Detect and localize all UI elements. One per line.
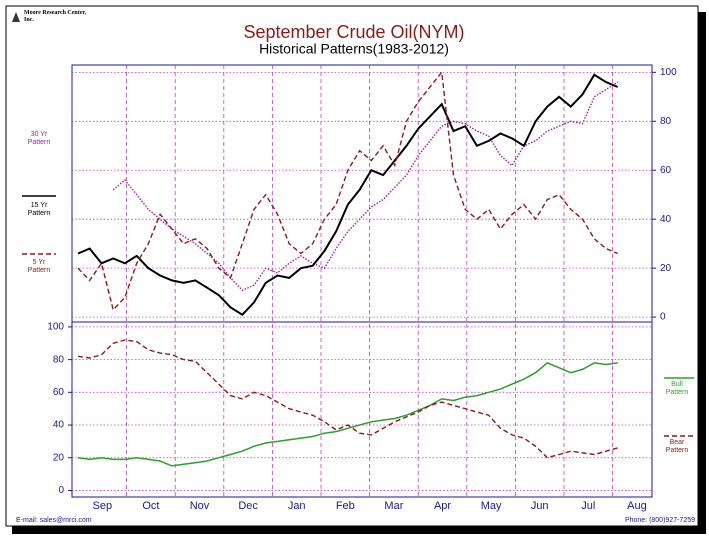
x-tick-label: May	[481, 500, 502, 512]
y-tick-label: 80	[660, 116, 672, 127]
y-tick-label: 80	[53, 354, 65, 365]
y-tick-label: 100	[47, 322, 64, 333]
x-tick-label: Jan	[288, 500, 306, 512]
y-tick-label: 40	[660, 214, 672, 225]
logo-icon	[12, 12, 20, 22]
y-tick-label: 20	[53, 452, 65, 463]
legend-label: Bull Pattern	[665, 381, 689, 396]
y-tick-label: 40	[53, 420, 65, 431]
y-tick-label: 0	[58, 485, 64, 496]
y-tick-label: 100	[660, 67, 677, 78]
x-tick-label: Apr	[434, 500, 451, 512]
y-tick-label: 60	[660, 165, 672, 176]
x-tick-label: Oct	[142, 500, 159, 512]
legend-label: 5 Yr Pattern	[27, 259, 51, 274]
frame	[5, 5, 699, 527]
x-tick-label: Sep	[93, 500, 113, 512]
chart-subtitle: Historical Patterns(1983-2012)	[259, 41, 449, 57]
x-tick-label: Nov	[190, 500, 210, 512]
legend-label: 30 Yr Pattern	[27, 131, 51, 146]
y-tick-label: 60	[53, 387, 65, 398]
series-line	[77, 70, 618, 312]
x-tick-label: Mar	[384, 500, 403, 512]
footer-phone: Phone: (800)927-7259	[624, 517, 695, 524]
series-line	[77, 73, 619, 316]
x-tick-label: Jun	[531, 500, 549, 512]
series-line	[112, 81, 619, 292]
y-tick-label: 0	[660, 312, 666, 323]
x-tick-label: Jul	[581, 500, 595, 512]
logo: Moore Research Center, Inc.	[24, 10, 87, 23]
x-tick-label: Aug	[627, 500, 647, 512]
series-line	[77, 339, 618, 459]
chart-title: September Crude Oil(NYM)	[243, 22, 464, 42]
x-tick-label: Feb	[336, 500, 355, 512]
footer-email: E-mail: sales@mrci.com	[16, 517, 92, 524]
series-line	[77, 362, 618, 467]
legend-label: Bear Pattern	[665, 439, 689, 454]
legend-label: 15 Yr Pattern	[27, 202, 51, 217]
plot-border	[71, 64, 653, 498]
x-tick-label: Dec	[238, 500, 258, 512]
y-tick-label: 20	[660, 263, 672, 274]
